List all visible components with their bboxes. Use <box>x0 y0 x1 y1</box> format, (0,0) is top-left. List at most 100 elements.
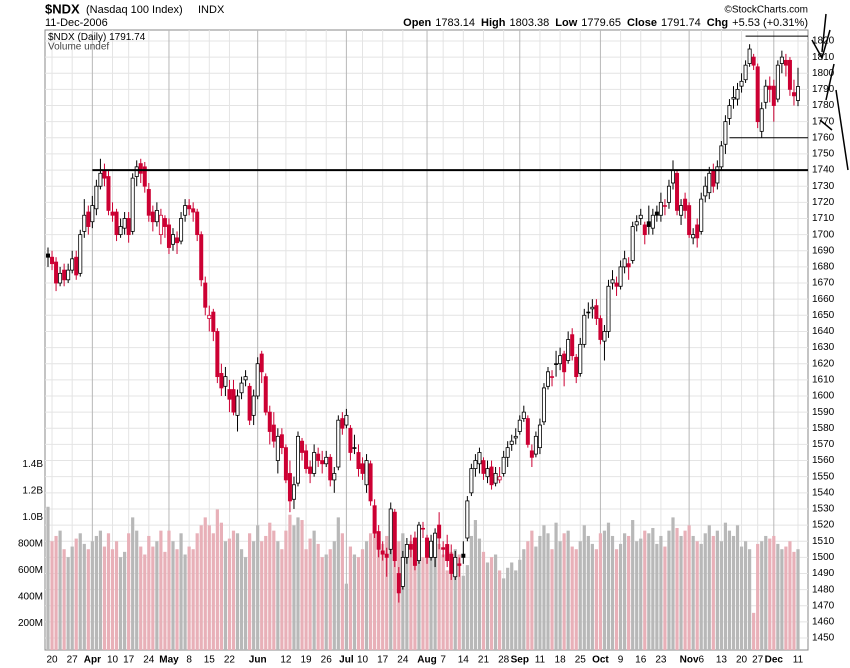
candle-body <box>94 185 99 210</box>
volume-bar <box>292 525 296 650</box>
candle-body <box>731 97 736 100</box>
field-label: Chg <box>707 17 728 29</box>
x-tick-label: 14 <box>458 655 470 666</box>
volume-bar <box>772 535 776 650</box>
candle-body <box>70 258 75 271</box>
x-tick-label: 26 <box>321 655 333 666</box>
y-tick-label: 1600 <box>812 391 835 402</box>
candle-body <box>707 172 712 194</box>
volume-bar <box>413 549 417 650</box>
candle-body <box>412 537 417 566</box>
volume-bar <box>304 549 308 650</box>
volume-bar <box>203 517 207 650</box>
y-tick-label: 1710 <box>812 213 835 224</box>
candle-body <box>425 537 430 558</box>
candle-body <box>695 224 700 239</box>
candle-body <box>259 353 264 373</box>
candle-body <box>679 205 684 216</box>
candle-body <box>295 435 300 484</box>
volume-bar <box>243 557 248 650</box>
candle-body <box>183 205 188 216</box>
candle-body <box>348 427 353 453</box>
candle-body <box>86 211 91 227</box>
volume-bar <box>272 530 276 650</box>
candle-body <box>521 411 526 419</box>
volume-bar <box>695 541 699 650</box>
y-tick-label: 1690 <box>812 245 835 256</box>
y-tick-label: 1590 <box>812 407 835 418</box>
candle-body <box>691 234 696 239</box>
volume-bar <box>106 533 111 650</box>
candle-body <box>50 256 55 265</box>
volume-bar <box>788 541 792 650</box>
volume-bar <box>183 554 187 650</box>
y-tick-label: 1650 <box>812 310 835 321</box>
candle-body <box>703 185 708 197</box>
volume-bar <box>489 557 494 650</box>
volume-tick-label: 1.4B <box>22 459 43 470</box>
volume-bar <box>207 525 211 650</box>
candle-body <box>533 435 538 455</box>
volume-bar <box>659 535 663 650</box>
volume-bar <box>590 543 594 650</box>
volume-bar <box>481 551 486 650</box>
candle-body <box>517 419 522 432</box>
volume-bar <box>405 549 409 650</box>
volume-bar <box>143 554 147 650</box>
candle-body <box>231 389 236 413</box>
volume-bar <box>614 549 619 650</box>
volume-tick-label: 400M <box>18 592 43 603</box>
candle-body <box>66 269 71 281</box>
candle-body <box>658 201 663 216</box>
x-tick-label: 17 <box>123 655 135 666</box>
y-tick-label: 1780 <box>812 100 835 111</box>
volume-bar <box>719 541 723 650</box>
x-tick-label: 15 <box>204 655 216 666</box>
candle-body <box>388 508 393 550</box>
volume-bar <box>62 549 66 650</box>
candle-body <box>457 563 462 566</box>
volume-bar <box>445 570 449 650</box>
y-tick-label: 1490 <box>812 568 835 579</box>
x-tick-label: 12 <box>280 655 292 666</box>
volume-bar <box>58 530 62 650</box>
candle-body <box>219 373 224 389</box>
candle-body <box>525 418 530 445</box>
volume-bar <box>655 543 659 650</box>
x-tick-label: 25 <box>575 655 587 666</box>
y-tick-label: 1820 <box>812 36 835 47</box>
x-tick-label: Nov <box>680 655 699 666</box>
x-tick-label: 8 <box>186 655 192 666</box>
candle-body <box>279 434 284 449</box>
candle-body <box>719 145 724 168</box>
candle-body <box>465 500 470 539</box>
candle-body <box>110 211 115 216</box>
legend-price-label: $NDX (Daily) <box>48 32 106 43</box>
volume-bar <box>86 549 90 650</box>
x-tick-label: 11 <box>793 655 804 666</box>
volume-bar <box>231 530 236 650</box>
volume-bar <box>687 525 691 650</box>
candle-body <box>743 64 748 81</box>
candle-body <box>715 166 720 184</box>
candle-body <box>263 376 268 413</box>
candle-body <box>360 463 365 474</box>
y-tick-label: 1620 <box>812 358 835 369</box>
candle-body <box>574 356 579 378</box>
x-tick-label: Dec <box>765 655 784 666</box>
volume-bar <box>429 557 433 650</box>
x-tick-label: Jun <box>249 655 267 666</box>
candle-body <box>400 556 405 587</box>
y-tick-label: 1730 <box>812 181 835 192</box>
volume-bar <box>78 533 82 650</box>
volume-bar <box>300 520 304 650</box>
candle-body <box>578 343 583 374</box>
legend-price: $NDX (Daily) 1791.74 <box>48 32 146 43</box>
candle-body <box>356 452 361 470</box>
volume-bar <box>90 541 94 650</box>
volume-bar <box>748 549 752 650</box>
candle-body <box>275 435 280 461</box>
volume-bar <box>199 525 203 650</box>
y-tick-label: 1720 <box>812 197 835 208</box>
candle-body <box>634 221 639 226</box>
